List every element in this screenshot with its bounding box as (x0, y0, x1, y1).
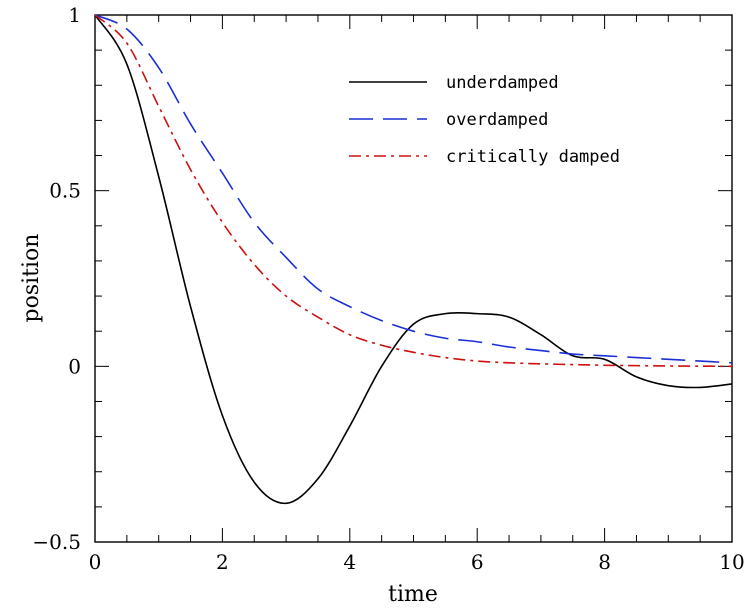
plot-frame (94, 14, 733, 543)
axis-ticks (94, 14, 733, 543)
y-tick-label: 1 (68, 3, 81, 27)
x-tick-label: 0 (89, 550, 102, 574)
series-line-overdamped (94, 14, 733, 364)
series-line-underdamped (94, 14, 733, 505)
legend-label-critically-damped: critically damped (446, 147, 620, 167)
x-tick-label: 10 (719, 550, 744, 574)
series-lines (94, 14, 733, 505)
x-tick-label: 8 (598, 550, 611, 574)
tick-labels: 0 2 4 6 8 10 −0.5 0 0.5 1 (32, 3, 744, 574)
legend-label-underdamped: underdamped (446, 73, 559, 93)
legend-label-overdamped: overdamped (446, 110, 548, 130)
x-tick-label: 2 (216, 550, 229, 574)
y-tick-label: −0.5 (32, 530, 81, 554)
legend: underdamped overdamped critically damped (349, 73, 620, 167)
x-axis-label: time (388, 582, 438, 607)
y-tick-label: 0.5 (49, 179, 81, 203)
y-axis-label: position (19, 234, 44, 323)
y-tick-label: 0 (68, 354, 81, 378)
x-tick-label: 6 (471, 550, 484, 574)
series-line-critically-damped (94, 14, 733, 368)
x-tick-label: 4 (343, 550, 356, 574)
